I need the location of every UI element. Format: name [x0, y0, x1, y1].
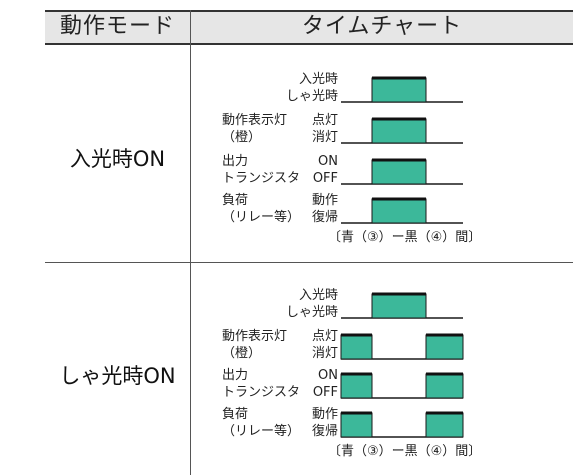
r2-state-1a: 入光時 [298, 288, 338, 303]
r1-wave-4-pulse [371, 198, 427, 224]
r2-label-3b: トランジスタ [222, 385, 301, 400]
r2-state-1b: しゃ光時 [285, 305, 338, 320]
r1-state-4a: 動作 [311, 193, 338, 208]
r1-wire-note: 〔青（③）ー黒（④）間〕 [328, 230, 482, 245]
r1-label-2a: 動作表示灯 [222, 113, 288, 128]
r2-label-2a: 動作表示灯 [222, 329, 288, 344]
r1-state-1b: しゃ光時 [285, 89, 338, 104]
r1-state-2a: 点灯 [311, 113, 338, 128]
timing-table: 動作モード タイムチャート 入光時ON 入光時 しゃ光時 動作表示灯 （橙） 点… [45, 10, 573, 475]
r2-state-4a: 動作 [311, 407, 338, 422]
r2-wave-3-pulse-b [425, 373, 464, 399]
header-bottom-border [45, 43, 573, 45]
r1-state-3a: ON [318, 154, 338, 169]
r2-wave-2-pulse-b [425, 334, 464, 360]
r1-label-2b: （橙） [222, 130, 262, 145]
r1-wave-2-pulse [371, 118, 427, 144]
r2-label-2b: （橙） [222, 346, 262, 361]
r2-state-4b: 復帰 [311, 424, 338, 439]
r1-label-4a: 負荷 [222, 193, 249, 208]
r2-state-2a: 点灯 [311, 329, 338, 344]
r2-wave-1-pulse [371, 293, 427, 319]
r2-label-4b: （リレー等） [222, 424, 301, 439]
r2-wave-2-pulse-a [340, 334, 373, 360]
r2-label-4a: 負荷 [222, 407, 249, 422]
r1-label-3a: 出力 [222, 154, 249, 169]
mode-label-light-on: 入光時ON [69, 147, 166, 171]
r1-label-3b: トランジスタ [222, 171, 301, 186]
r1-state-1a: 入光時 [298, 72, 338, 87]
r2-wave-4-pulse-a [340, 412, 373, 438]
r2-wave-3-pulse-a [340, 373, 373, 399]
r1-state-2b: 消灯 [311, 130, 338, 145]
r2-wave-4-pulse-b [425, 412, 464, 438]
r1-state-4b: 復帰 [311, 210, 338, 225]
mode-label-dark-on: しゃ光時ON [59, 364, 176, 388]
row-divider [45, 262, 573, 263]
header-mode: 動作モード [59, 14, 175, 39]
column-divider [190, 10, 191, 475]
table-top-border [45, 10, 573, 12]
header-background [45, 10, 573, 43]
r1-state-3b: OFF [312, 171, 338, 186]
r2-state-2b: 消灯 [311, 346, 338, 361]
r1-label-4b: （リレー等） [222, 210, 301, 225]
r1-wave-3-pulse [371, 159, 427, 185]
r2-label-3a: 出力 [222, 368, 249, 383]
header-timechart: タイムチャート [301, 14, 463, 39]
r2-state-3a: ON [318, 368, 338, 383]
r2-wire-note: 〔青（③）ー黒（④）間〕 [328, 444, 482, 459]
r1-wave-1-pulse [371, 77, 427, 103]
timing-waveforms [340, 76, 464, 438]
r2-state-3b: OFF [312, 385, 338, 400]
